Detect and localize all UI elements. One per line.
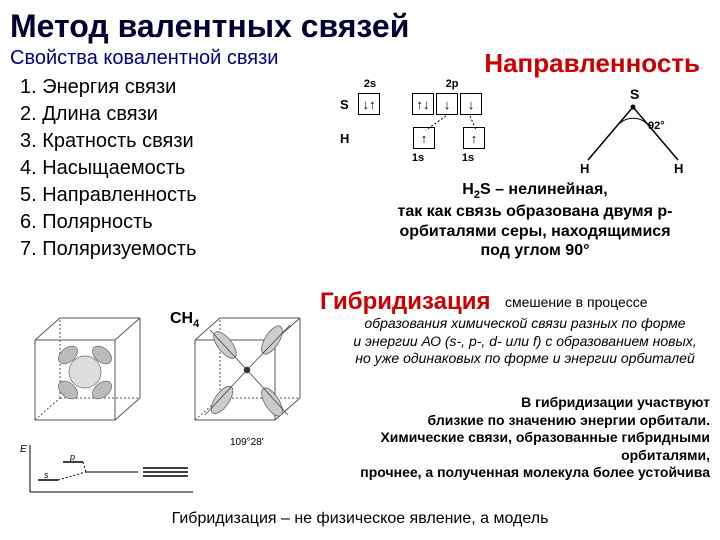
orbital-box: ↓ bbox=[460, 93, 482, 115]
h2s-line1b: S – нелинейная, bbox=[480, 181, 608, 198]
hyb-b2: близкие по значению энергии орбитали. bbox=[428, 412, 710, 428]
cube-diagrams: 109°28' bbox=[20, 310, 310, 460]
orbital-box: ↑ bbox=[413, 127, 435, 149]
orbital-label-1s: 1s bbox=[406, 152, 430, 164]
hybridization-title: Гибридизация bbox=[320, 288, 490, 316]
orbital-box: ↑ bbox=[463, 127, 485, 149]
hyb-d2a: образования химической связи разных по ф… bbox=[364, 315, 685, 331]
page-title: Метод валентных связей bbox=[0, 0, 720, 47]
orbital-label-1s: 1s bbox=[456, 152, 480, 164]
orbital-diagram: 2s 2p S ↓↑ ↑↓ ↓ ↓ H ↑ ↑ 1s 1s bbox=[340, 78, 488, 167]
hyb-b4: прочнее, а полученная молекула более уст… bbox=[360, 464, 710, 480]
h2s-line4: под углом 90° bbox=[481, 242, 590, 259]
h2s-line2: так как связь образована двумя p- bbox=[397, 203, 672, 220]
svg-text:p: p bbox=[69, 452, 75, 462]
hybridization-desc-inline: смешение в процессе bbox=[505, 294, 648, 310]
hyb-b1: В гибридизации участвуют bbox=[521, 394, 710, 410]
h2s-line3: орбиталями серы, находящимися bbox=[399, 223, 670, 240]
hybridization-bold-desc: В гибридизации участвуют близкие по знач… bbox=[310, 394, 710, 482]
footer-note: Гибридизация – не физическое явление, а … bbox=[0, 510, 720, 528]
orbital-box: ↑↓ bbox=[412, 93, 434, 115]
angle-degree: 92° bbox=[648, 120, 665, 132]
angle-h-label: H bbox=[580, 161, 589, 175]
hyb-d2c: но уже одинаковых по форме и энергии орб… bbox=[355, 350, 695, 366]
hyb-d2b: и энергии АО (s-, p-, d- или f) с образо… bbox=[353, 333, 696, 349]
angle-diagram: S 92° H H bbox=[570, 85, 700, 175]
hyb-b3: Химические связи, образованные гибридным… bbox=[380, 429, 710, 463]
orbital-box: ↓↑ bbox=[358, 93, 380, 115]
orbital-h-label: H bbox=[340, 131, 358, 146]
energy-level-chart: E s p bbox=[18, 440, 198, 500]
h2s-description: H2S – нелинейная, так как связь образова… bbox=[360, 180, 710, 260]
angle-s-label: S bbox=[630, 86, 639, 102]
svg-text:s: s bbox=[44, 470, 49, 480]
angle-h-label: H bbox=[674, 161, 683, 175]
orbital-label-2p: 2p bbox=[416, 78, 488, 90]
h2s-formula-h: H bbox=[462, 181, 474, 198]
orbital-s-label: S bbox=[340, 97, 358, 112]
tetrahedral-angle: 109°28' bbox=[230, 437, 264, 448]
hybridization-desc: образования химической связи разных по ф… bbox=[340, 315, 710, 368]
svg-text:E: E bbox=[20, 444, 27, 455]
orbital-box: ↓ bbox=[436, 93, 458, 115]
orbital-label-2s: 2s bbox=[358, 78, 382, 90]
subtitle-right: Направленность bbox=[484, 48, 700, 79]
